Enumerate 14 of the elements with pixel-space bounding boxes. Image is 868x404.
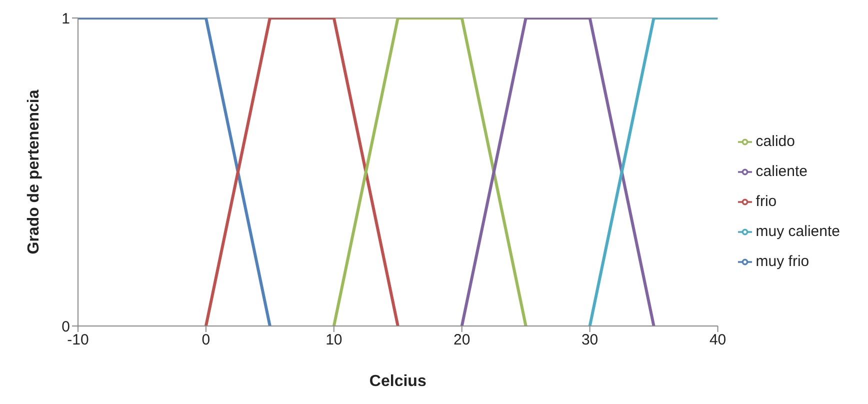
legend-label: caliente: [756, 163, 808, 180]
legend-label: muy caliente: [756, 223, 840, 240]
legend-label: muy frio: [756, 253, 810, 270]
x-tick-label: 30: [581, 332, 598, 349]
legend-label: calido: [756, 133, 795, 150]
x-tick-label: 40: [709, 332, 726, 349]
y-tick-label: 1: [62, 10, 70, 28]
x-tick-label: -10: [67, 332, 89, 349]
y-axis-title: Grado de pertenencia: [26, 90, 43, 254]
legend-label: frio: [756, 193, 777, 210]
x-tick-label: 10: [326, 332, 342, 349]
x-axis-title: Celcius: [369, 373, 426, 390]
x-tick-label: 0: [202, 332, 210, 349]
x-tick-label: 20: [454, 332, 470, 349]
